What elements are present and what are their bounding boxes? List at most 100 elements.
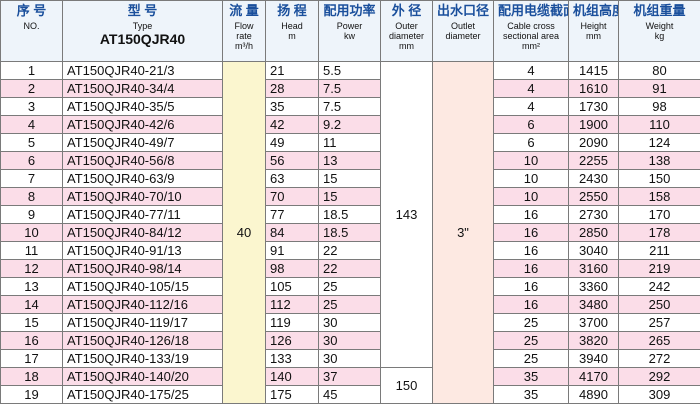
outer-diameter: 150 [380, 367, 433, 404]
weight: 110 [618, 115, 700, 134]
row-number: 9 [0, 205, 63, 224]
cable-area: 6 [493, 115, 569, 134]
height: 3820 [568, 331, 619, 350]
header-zh: 配用电缆截面积 [498, 3, 568, 18]
head: 28 [265, 79, 319, 98]
table-row: 19 AT150QJR40-175/25 175 45 35 4890 309 [0, 385, 700, 404]
header-zh: 机组高度 [573, 3, 618, 18]
header-en: Height [580, 21, 607, 31]
header-en: Weight [645, 21, 674, 31]
height: 2255 [568, 151, 619, 170]
model-type: AT150QJR40-42/6 [62, 115, 223, 134]
model-type: AT150QJR40-126/18 [62, 331, 223, 350]
weight: 178 [618, 223, 700, 242]
header-zh: 流 量 [229, 3, 259, 18]
header-unit: kg [654, 31, 665, 41]
row-number: 4 [0, 115, 63, 134]
header-zh: 序 号 [16, 3, 47, 18]
table-row: 5 AT150QJR40-49/7 49 11 6 2090 124 [0, 133, 700, 152]
model-type: AT150QJR40-49/7 [62, 133, 223, 152]
row-number: 15 [0, 313, 63, 332]
cable-area: 10 [493, 169, 569, 188]
height: 4890 [568, 385, 619, 404]
cable-area: 16 [493, 205, 569, 224]
column-header: 流 量 Flow rate m³/h [222, 0, 266, 62]
head: 105 [265, 277, 319, 296]
table-row: 1 AT150QJR40-21/3 40 21 5.5 143 3" 4 1415 80 [0, 61, 700, 404]
head: 35 [265, 97, 319, 116]
header-en: Type [132, 21, 153, 31]
height: 2090 [568, 133, 619, 152]
height: 1610 [568, 79, 619, 98]
head: 91 [265, 241, 319, 260]
model-type: AT150QJR40-91/13 [62, 241, 223, 260]
power: 18.5 [318, 223, 381, 242]
header-en: Outer diameter [388, 21, 424, 41]
cable-area: 25 [493, 331, 569, 350]
head: 112 [265, 295, 319, 314]
model-type: AT150QJR40-34/4 [62, 79, 223, 98]
header-en: Flow rate [234, 21, 254, 41]
height: 2430 [568, 169, 619, 188]
cable-area: 35 [493, 367, 569, 386]
model-type: AT150QJR40-133/19 [62, 349, 223, 368]
model-type: AT150QJR40-112/16 [62, 295, 223, 314]
cable-area: 10 [493, 151, 569, 170]
power: 37 [318, 367, 381, 386]
model-type: AT150QJR40-84/12 [62, 223, 223, 242]
table-row: 8 AT150QJR40-70/10 70 15 10 2550 158 [0, 187, 700, 206]
power: 45 [318, 385, 381, 404]
weight: 242 [618, 277, 700, 296]
power: 9.2 [318, 115, 381, 134]
head: 70 [265, 187, 319, 206]
weight: 211 [618, 241, 700, 260]
cable-area: 16 [493, 241, 569, 260]
header-en: NO. [23, 21, 40, 31]
model-type: AT150QJR40-63/9 [62, 169, 223, 188]
table-row: 11 AT150QJR40-91/13 91 22 16 3040 211 [0, 241, 700, 260]
header-zh: 配用功率 [323, 3, 376, 18]
head: 98 [265, 259, 319, 278]
column-header: 序 号 NO. [0, 0, 63, 62]
table-row: 17 AT150QJR40-133/19 133 30 25 3940 272 [0, 349, 700, 368]
weight: 170 [618, 205, 700, 224]
weight: 219 [618, 259, 700, 278]
height: 1415 [568, 61, 619, 80]
power: 7.5 [318, 79, 381, 98]
column-header: 扬 程 Head m [265, 0, 319, 62]
power: 5.5 [318, 61, 381, 80]
model-type: AT150QJR40-98/14 [62, 259, 223, 278]
head: 119 [265, 313, 319, 332]
weight: 272 [618, 349, 700, 368]
cable-area: 10 [493, 187, 569, 206]
header-unit: mm² [522, 41, 540, 51]
power: 25 [318, 295, 381, 314]
header-zh: 型 号 [127, 3, 158, 18]
cable-area: 35 [493, 385, 569, 404]
flow-rate: 40 [222, 61, 266, 404]
row-number: 14 [0, 295, 63, 314]
cable-area: 16 [493, 295, 569, 314]
height: 3700 [568, 313, 619, 332]
head: 21 [265, 61, 319, 80]
header-unit: mm [586, 31, 601, 41]
cable-area: 16 [493, 259, 569, 278]
height: 3480 [568, 295, 619, 314]
cable-area: 16 [493, 277, 569, 296]
row-number: 1 [0, 61, 63, 80]
table-row: 15 AT150QJR40-119/17 119 30 25 3700 257 [0, 313, 700, 332]
height: 3040 [568, 241, 619, 260]
height: 2550 [568, 187, 619, 206]
row-number: 2 [0, 79, 63, 98]
head: 56 [265, 151, 319, 170]
header-en: Cable cross sectional area [502, 21, 560, 41]
table-row: 13 AT150QJR40-105/15 105 25 16 3360 242 [0, 277, 700, 296]
row-number: 12 [0, 259, 63, 278]
weight: 124 [618, 133, 700, 152]
row-number: 6 [0, 151, 63, 170]
row-number: 17 [0, 349, 63, 368]
